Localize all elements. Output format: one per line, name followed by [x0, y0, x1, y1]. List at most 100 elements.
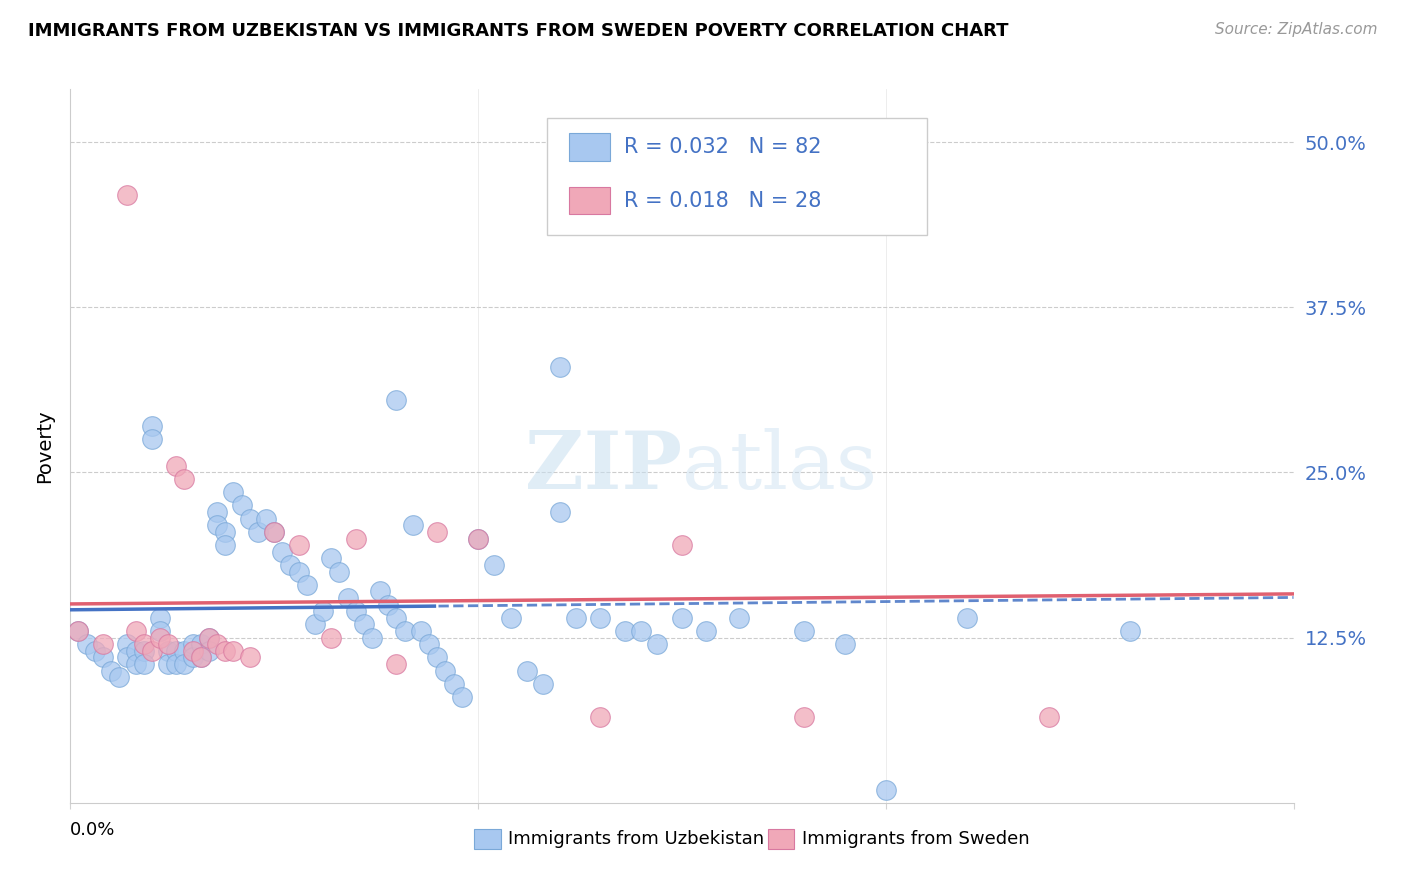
- Point: [385, 657, 408, 671]
- Point: [630, 624, 652, 638]
- Point: [198, 644, 221, 658]
- Point: [117, 637, 139, 651]
- Point: [613, 624, 636, 638]
- Point: [531, 677, 554, 691]
- Point: [434, 664, 457, 678]
- Y-axis label: Poverty: Poverty: [35, 409, 55, 483]
- Point: [124, 624, 146, 638]
- Point: [344, 604, 367, 618]
- Point: [834, 637, 856, 651]
- Point: [181, 637, 204, 651]
- Point: [304, 617, 326, 632]
- Point: [222, 644, 245, 658]
- Point: [467, 532, 489, 546]
- Point: [239, 650, 262, 665]
- Point: [287, 565, 309, 579]
- Point: [132, 657, 155, 671]
- Point: [263, 524, 285, 539]
- FancyBboxPatch shape: [569, 187, 610, 214]
- Point: [117, 650, 139, 665]
- Point: [91, 650, 114, 665]
- Point: [589, 710, 612, 724]
- Point: [254, 511, 277, 525]
- Point: [271, 545, 294, 559]
- Point: [328, 565, 350, 579]
- Text: 0.0%: 0.0%: [70, 821, 115, 838]
- Point: [246, 524, 269, 539]
- Point: [450, 690, 472, 704]
- Point: [956, 611, 979, 625]
- Point: [157, 644, 180, 658]
- Point: [875, 782, 897, 797]
- Point: [1119, 624, 1142, 638]
- FancyBboxPatch shape: [768, 830, 794, 849]
- Point: [484, 558, 506, 572]
- Point: [157, 657, 180, 671]
- Point: [728, 611, 751, 625]
- Point: [263, 524, 285, 539]
- Point: [287, 538, 309, 552]
- Point: [173, 657, 195, 671]
- Point: [165, 657, 187, 671]
- Point: [499, 611, 522, 625]
- Point: [385, 392, 408, 407]
- Point: [467, 532, 489, 546]
- Point: [295, 578, 318, 592]
- Point: [124, 644, 146, 658]
- Point: [149, 631, 172, 645]
- Point: [132, 637, 155, 651]
- Point: [344, 532, 367, 546]
- Point: [565, 611, 588, 625]
- Point: [205, 505, 228, 519]
- Point: [198, 631, 221, 645]
- Point: [141, 433, 163, 447]
- Point: [426, 524, 449, 539]
- Point: [214, 644, 236, 658]
- FancyBboxPatch shape: [569, 134, 610, 161]
- Point: [321, 551, 343, 566]
- Point: [91, 637, 114, 651]
- Point: [231, 499, 253, 513]
- Point: [141, 419, 163, 434]
- Point: [205, 637, 228, 651]
- Point: [368, 584, 391, 599]
- Point: [132, 644, 155, 658]
- Point: [548, 359, 571, 374]
- Text: ZIP: ZIP: [524, 428, 682, 507]
- Point: [124, 657, 146, 671]
- Point: [205, 518, 228, 533]
- Point: [671, 538, 693, 552]
- Point: [214, 538, 236, 552]
- FancyBboxPatch shape: [474, 830, 501, 849]
- Point: [353, 617, 375, 632]
- Point: [190, 650, 212, 665]
- Point: [149, 611, 172, 625]
- Point: [117, 188, 139, 202]
- Point: [165, 644, 187, 658]
- Point: [181, 650, 204, 665]
- Point: [190, 637, 212, 651]
- Point: [67, 624, 90, 638]
- Point: [157, 637, 180, 651]
- Point: [165, 458, 187, 473]
- Point: [198, 631, 221, 645]
- Point: [67, 624, 90, 638]
- Point: [280, 558, 302, 572]
- Point: [173, 472, 195, 486]
- Point: [321, 631, 343, 645]
- Point: [239, 511, 262, 525]
- Text: Source: ZipAtlas.com: Source: ZipAtlas.com: [1215, 22, 1378, 37]
- Point: [409, 624, 432, 638]
- Text: R = 0.018   N = 28: R = 0.018 N = 28: [624, 191, 821, 211]
- FancyBboxPatch shape: [547, 118, 927, 235]
- Text: atlas: atlas: [682, 428, 877, 507]
- Point: [173, 644, 195, 658]
- Text: IMMIGRANTS FROM UZBEKISTAN VS IMMIGRANTS FROM SWEDEN POVERTY CORRELATION CHART: IMMIGRANTS FROM UZBEKISTAN VS IMMIGRANTS…: [28, 22, 1008, 40]
- Point: [589, 611, 612, 625]
- Point: [671, 611, 693, 625]
- Point: [181, 644, 204, 658]
- Point: [647, 637, 669, 651]
- Text: R = 0.032   N = 82: R = 0.032 N = 82: [624, 137, 823, 157]
- Point: [141, 644, 163, 658]
- Point: [426, 650, 449, 665]
